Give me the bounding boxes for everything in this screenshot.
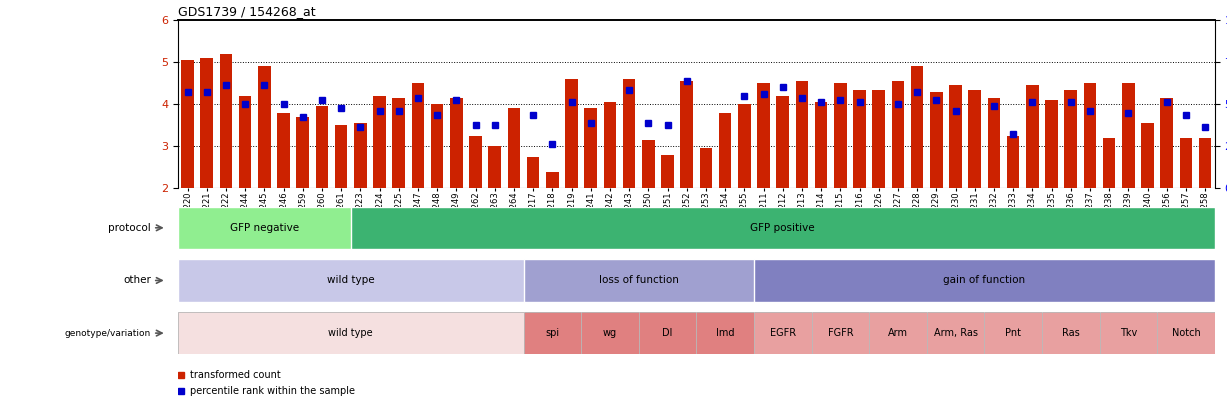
Bar [546,172,558,188]
Bar [220,54,232,188]
Bar [988,98,1000,188]
Bar [431,104,443,188]
Bar [526,157,540,188]
Text: Tkv: Tkv [1120,328,1137,338]
Text: wild type: wild type [329,328,373,338]
Text: transformed count: transformed count [190,370,281,380]
Bar [373,96,385,188]
Bar [450,98,463,188]
Text: gain of function: gain of function [944,275,1026,286]
Text: wg: wg [602,328,617,338]
Bar [258,66,271,188]
Bar [1007,136,1020,188]
Text: percentile rank within the sample: percentile rank within the sample [190,386,355,396]
Text: protocol: protocol [108,223,151,233]
Bar [681,81,693,188]
Text: Imd: Imd [715,328,735,338]
Bar [1199,138,1211,188]
Text: Arm: Arm [888,328,908,338]
Bar [584,109,598,188]
Bar [757,83,769,188]
Bar [297,117,309,188]
Bar [661,155,674,188]
Bar [1179,138,1193,188]
Bar [777,96,789,188]
Bar [739,104,751,188]
Bar [719,113,731,188]
Text: GFP negative: GFP negative [229,223,299,233]
Bar [950,85,962,188]
Bar [930,92,942,188]
Bar [469,136,482,188]
Text: EGFR: EGFR [769,328,796,338]
Text: wild type: wild type [326,275,374,286]
Bar [1026,85,1038,188]
Bar [872,90,885,188]
Bar [200,58,213,188]
Bar [1121,83,1135,188]
Bar [892,81,904,188]
Bar [1103,138,1115,188]
Bar [355,123,367,188]
Text: other: other [123,275,151,286]
Bar [335,125,347,188]
Text: genotype/variation: genotype/variation [65,328,151,338]
Bar [566,79,578,188]
Text: GDS1739 / 154268_at: GDS1739 / 154268_at [178,5,315,18]
Bar [1161,98,1173,188]
Bar [642,140,654,188]
Bar [815,102,827,188]
Bar [315,107,328,188]
Bar [1065,90,1077,188]
Bar [488,146,501,188]
Bar [1045,100,1058,188]
Bar [699,148,712,188]
Bar [1141,123,1153,188]
Bar [834,83,847,188]
Bar [795,81,809,188]
Text: GFP positive: GFP positive [751,223,815,233]
Text: spi: spi [545,328,560,338]
Text: Notch: Notch [1172,328,1200,338]
Text: Ras: Ras [1061,328,1080,338]
Bar [623,79,636,188]
Bar [182,60,194,188]
Bar [1083,83,1096,188]
Bar [968,90,980,188]
Bar [910,66,924,188]
Bar [239,96,252,188]
Text: Dl: Dl [663,328,672,338]
Text: Arm, Ras: Arm, Ras [934,328,978,338]
Text: loss of function: loss of function [599,275,679,286]
Text: Pnt: Pnt [1005,328,1021,338]
Bar [412,83,425,188]
Bar [508,109,520,188]
Bar [393,98,405,188]
Text: FGFR: FGFR [827,328,853,338]
Bar [277,113,290,188]
Bar [604,102,616,188]
Bar [853,90,866,188]
